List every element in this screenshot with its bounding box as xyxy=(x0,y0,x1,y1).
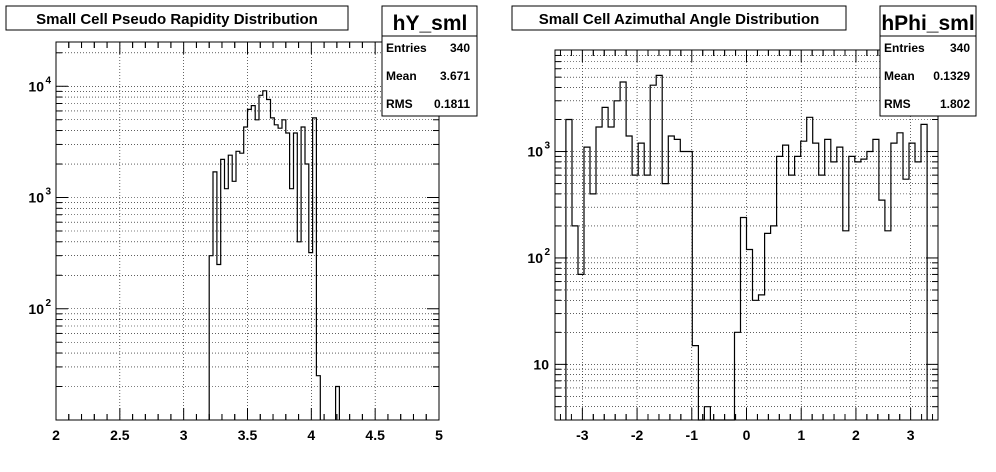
x-tick-label: 3 xyxy=(180,427,188,443)
hist-name: hPhi_sml xyxy=(881,12,974,35)
x-tick-label: 3 xyxy=(907,427,915,443)
title-box xyxy=(511,5,847,31)
chart-title: Small Cell Azimuthal Angle Distribution xyxy=(539,11,820,28)
stat-value-mean: 0.1329 xyxy=(933,69,970,83)
stat-value-entries: 340 xyxy=(950,41,970,55)
title-box xyxy=(5,5,349,31)
x-tick-label: 2 xyxy=(852,427,860,443)
x-tick-label: 4 xyxy=(307,427,315,443)
x-tick-label: -3 xyxy=(576,427,589,443)
stat-label-rms: RMS xyxy=(386,97,413,111)
stat-value-rms: 1.802 xyxy=(940,97,970,111)
y-tick-label: 10 xyxy=(527,144,543,160)
stat-label-entries: Entries xyxy=(386,41,427,55)
x-tick-label: 1 xyxy=(797,427,805,443)
histogram-series xyxy=(565,74,928,421)
x-tick-label: 2.5 xyxy=(110,427,130,443)
stats-box: hY_sml Entries 340 Mean 3.671 RMS 0.1811 xyxy=(381,5,478,117)
y-tick-exponent: 4 xyxy=(45,75,51,86)
chart-title: Small Cell Pseudo Rapidity Distribution xyxy=(36,11,318,28)
y-tick-label: 10 xyxy=(527,250,543,266)
x-tick-label: 4.5 xyxy=(365,427,385,443)
stat-label-mean: Mean xyxy=(884,69,915,83)
y-tick-exponent: 2 xyxy=(544,247,550,258)
stat-value-mean: 3.671 xyxy=(440,69,470,83)
x-tick-label: 2 xyxy=(52,427,60,443)
x-tick-label: 5 xyxy=(435,427,443,443)
stats-box: hPhi_sml Entries 340 Mean 0.1329 RMS 1.8… xyxy=(879,5,977,117)
y-tick-exponent: 3 xyxy=(45,187,51,198)
y-tick-label: 10 xyxy=(28,190,44,206)
stat-label-mean: Mean xyxy=(386,69,417,83)
stat-value-entries: 340 xyxy=(450,41,470,55)
x-tick-label: 0 xyxy=(743,427,751,443)
stat-label-entries: Entries xyxy=(884,41,925,55)
stat-label-rms: RMS xyxy=(884,97,911,111)
x-tick-label: -2 xyxy=(631,427,644,443)
stat-value-rms: 0.1811 xyxy=(434,97,470,111)
histogram-series xyxy=(208,90,340,420)
y-tick-exponent: 2 xyxy=(45,298,51,309)
hist-name: hY_sml xyxy=(393,12,468,35)
x-tick-label: -1 xyxy=(686,427,699,443)
x-tick-label: 3.5 xyxy=(238,427,258,443)
y-tick-label: 10 xyxy=(533,356,549,372)
y-tick-label: 10 xyxy=(28,78,44,94)
y-tick-label: 10 xyxy=(28,301,44,317)
y-tick-exponent: 3 xyxy=(544,141,550,152)
